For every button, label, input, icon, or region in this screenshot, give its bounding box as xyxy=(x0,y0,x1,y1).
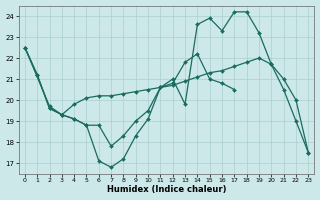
X-axis label: Humidex (Indice chaleur): Humidex (Indice chaleur) xyxy=(107,185,226,194)
